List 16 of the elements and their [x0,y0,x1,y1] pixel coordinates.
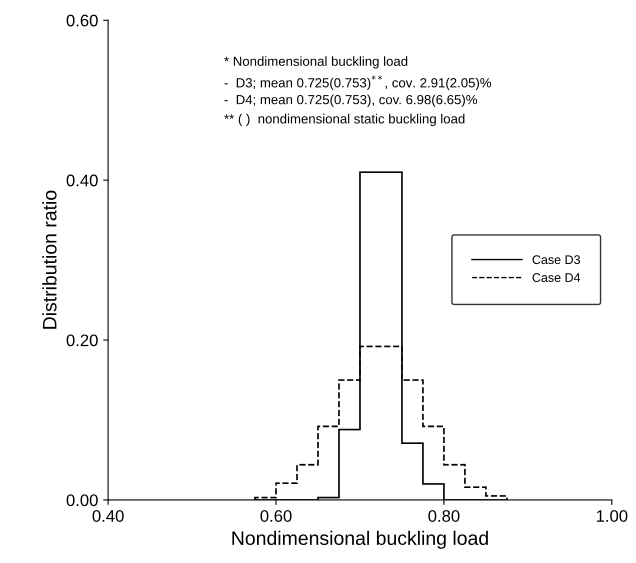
x-tick-label: 0.60 [260,510,292,522]
legend-label: Case D4 [532,273,580,282]
annotation: ** ( ) nondimensional static buckling load [224,114,464,126]
annotation: * Nondimensional buckling load [224,56,408,69]
annotation: - D4; mean 0.725(0.753), cov. 6.98(6.65)% [224,94,478,107]
annotation: - D3; mean 0.725(0.753)$^{**}$, cov. 2.91(2.05)% [224,75,492,90]
x-tick-label: 0.80 [428,510,460,522]
y-tick-label: 0.60 [66,14,98,26]
legend-label: Case D3 [532,255,580,264]
y-tick-label: 0.40 [66,174,98,186]
x-tick-label: 0.40 [92,510,124,522]
y-tick-label: 0.00 [66,494,98,506]
x-axis-title: Nondimensional buckling load [232,530,488,549]
y-axis-title: Distribution ratio [42,190,57,329]
y-tick-label: 0.20 [66,334,98,346]
x-tick-label: 1.00 [596,510,628,522]
